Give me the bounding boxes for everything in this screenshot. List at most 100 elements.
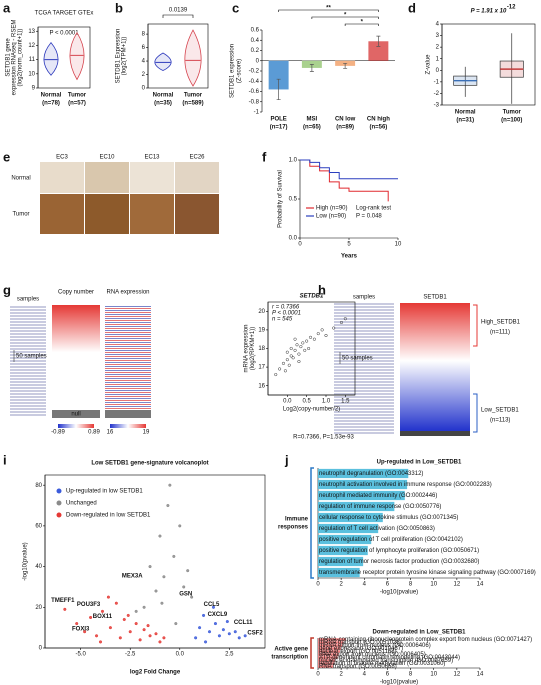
y-tick-label: 17 xyxy=(258,365,265,371)
x-tick-label: Tumor xyxy=(503,110,522,116)
bar-label: neutrophil activation involved in immune… xyxy=(319,482,492,488)
null-block xyxy=(400,431,470,436)
point xyxy=(174,622,178,626)
point xyxy=(297,359,301,364)
y-tick-label: 20 xyxy=(258,309,265,315)
group-count: (n=113) xyxy=(490,418,510,424)
x-tick-label: 1.0 xyxy=(322,399,331,405)
y-tick-label: -1 xyxy=(434,79,440,85)
point xyxy=(63,607,67,611)
y-tick-label: -0.8 xyxy=(249,99,260,105)
survival-line xyxy=(300,159,398,180)
tissue-image xyxy=(40,162,84,193)
point xyxy=(89,615,93,620)
point xyxy=(178,524,182,528)
bar-label: regulation of tumor necrosis factor prod… xyxy=(319,559,479,565)
point xyxy=(118,636,122,640)
y-tick-label: 0.4 xyxy=(251,38,260,44)
x-tick-label: 0.0 xyxy=(176,652,185,658)
scale-label: 16 xyxy=(107,430,114,436)
bar-label: RNA transport (GO:0050658) xyxy=(319,664,397,670)
point xyxy=(237,636,241,640)
point xyxy=(168,483,172,487)
x-tick-label: 2 xyxy=(339,582,343,588)
x-tick-label: 0.0 xyxy=(283,399,292,405)
bar-label: gene expression (GO:0010467) xyxy=(319,646,403,652)
x-tick-label: 14 xyxy=(477,672,484,678)
bar-label: nuclear export (GO:0051168) xyxy=(319,649,397,655)
y-axis-label: SETDB1 Expression xyxy=(116,29,122,84)
x-tick-label: 12 xyxy=(454,672,461,678)
chart-title: P = 1.91 x 10 xyxy=(471,9,507,15)
panel-letter: c xyxy=(232,0,239,15)
legend-swatch xyxy=(56,500,62,506)
legend-swatch xyxy=(56,488,62,494)
significance: ** xyxy=(326,6,331,12)
point xyxy=(194,636,198,640)
violin xyxy=(43,41,59,76)
point xyxy=(162,575,166,579)
scale-label: 50 samples xyxy=(16,354,47,360)
n-label: (n=17) xyxy=(270,125,288,131)
bar xyxy=(318,567,360,578)
panel-e: e EC3 EC10 EC13 EC26 Normal Tumor xyxy=(3,149,219,234)
point xyxy=(312,337,316,341)
panel-h: h samples SETDB1 50 samples High_SETDB1 … xyxy=(318,282,521,436)
scale-label: 19 xyxy=(143,430,150,436)
point xyxy=(100,609,105,613)
bar-label: RNA export from nucleus (GO:0006405) xyxy=(319,652,426,658)
x-tick-label: 0.5 xyxy=(302,399,311,405)
point xyxy=(207,630,212,634)
y-tick-label: 0 xyxy=(39,646,43,652)
bar xyxy=(318,556,364,567)
gene-column xyxy=(400,303,470,431)
gene-label: CCL11 xyxy=(234,620,253,626)
tissue-image xyxy=(175,162,219,193)
point xyxy=(134,622,138,626)
point xyxy=(213,622,218,626)
x-tick-label: Tumor xyxy=(184,93,203,99)
bar xyxy=(318,545,368,556)
annotation: P < 0.0001 xyxy=(49,31,79,37)
gene-label: POU3F3 xyxy=(77,602,101,608)
point xyxy=(114,601,118,605)
gene-label: TMEFF1 xyxy=(51,598,75,604)
y-tick-label: -0.2 xyxy=(249,69,260,75)
significance-bracket xyxy=(278,9,379,12)
panel-letter: i xyxy=(3,452,7,467)
title-exponent: -12 xyxy=(507,5,516,11)
group-label: Immune xyxy=(285,517,309,523)
x-tick-label: 6 xyxy=(386,582,390,588)
point xyxy=(324,333,328,338)
x-tick-label: 6 xyxy=(386,672,390,678)
y-tick-label: 19 xyxy=(258,327,265,333)
rna-column xyxy=(105,305,151,410)
point xyxy=(138,638,142,642)
gene-label: CXCL9 xyxy=(208,612,228,618)
point xyxy=(142,628,146,632)
y-tick-label: 4 xyxy=(142,59,146,65)
bar xyxy=(318,523,379,534)
y-axis-label: -log10(pvalue) xyxy=(23,542,29,580)
point xyxy=(203,640,208,644)
legend-label: Up-regulated in low SETDB1 xyxy=(66,489,143,495)
bar-label: nucleic acid-templated transcription (GO… xyxy=(319,658,453,664)
bar-label: neutrophil mediated immunity (GO:0002446… xyxy=(319,493,437,499)
y-tick-label: 40 xyxy=(35,564,42,570)
annotation: 0.0139 xyxy=(169,8,188,14)
error-bar xyxy=(276,78,281,101)
point xyxy=(75,622,79,626)
y-tick-label: 0.2 xyxy=(251,48,260,54)
x-tick-label: -2.5 xyxy=(125,652,136,658)
point xyxy=(274,372,278,377)
bar xyxy=(318,490,405,501)
point xyxy=(308,335,313,339)
point xyxy=(278,367,282,371)
bar xyxy=(318,665,334,668)
scale-label: -0.89 xyxy=(51,430,65,436)
point xyxy=(291,356,295,360)
group-label: transcription xyxy=(271,655,308,661)
point xyxy=(295,343,299,347)
legend-swatch xyxy=(56,512,62,518)
point xyxy=(158,534,162,538)
